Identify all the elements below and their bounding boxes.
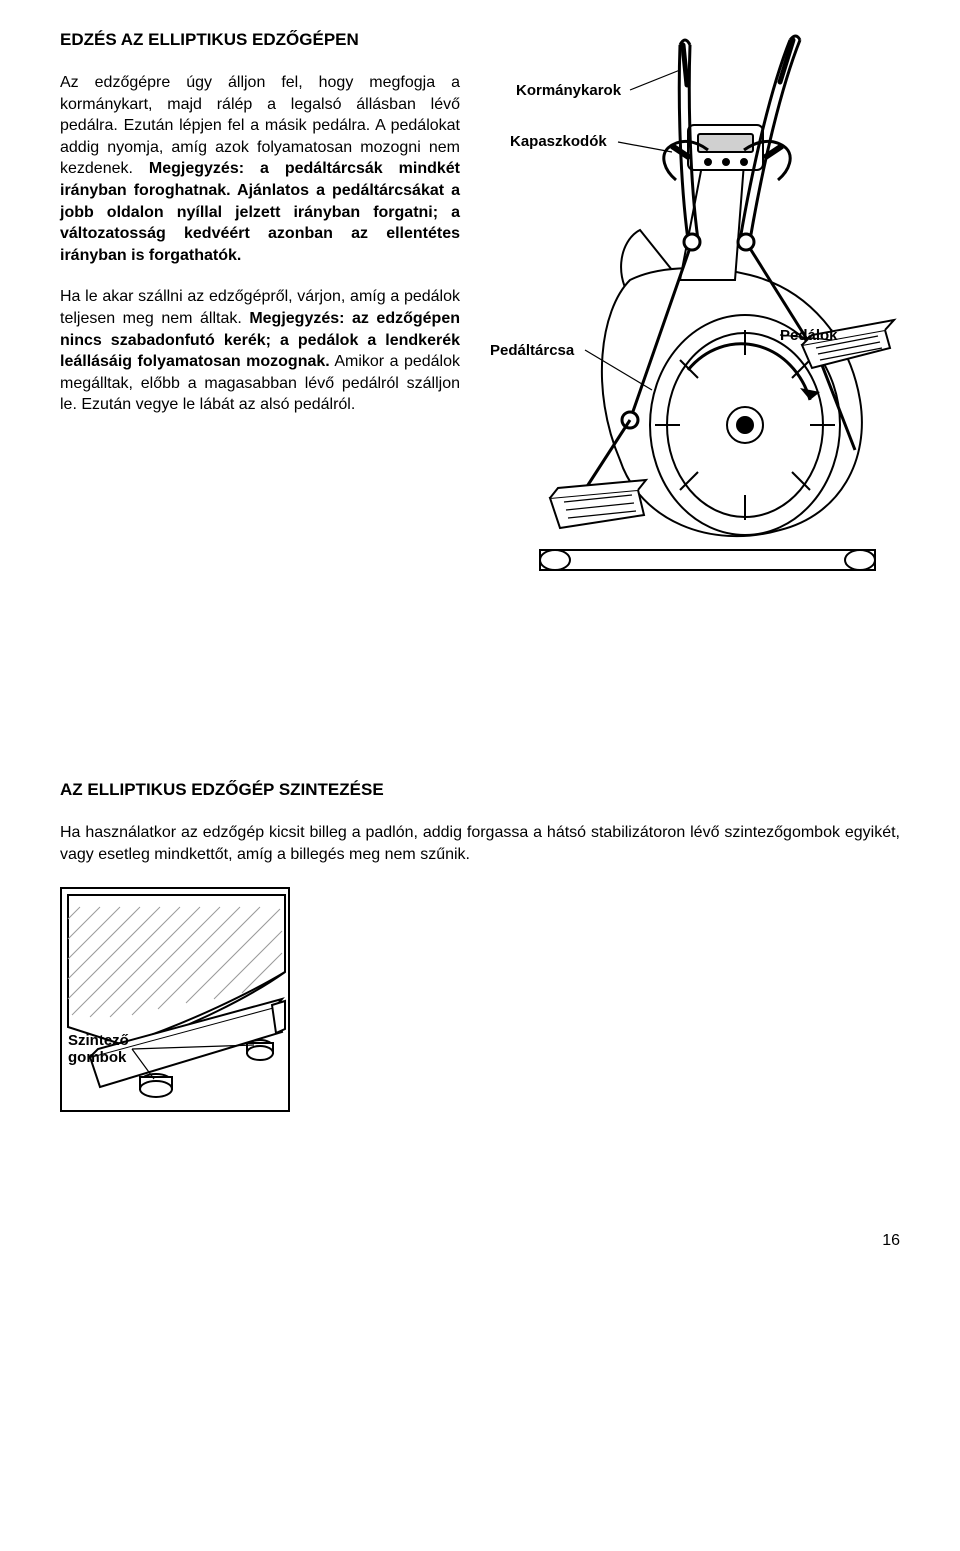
leveling-diagram: Szintező gombok bbox=[60, 887, 290, 1112]
label-kapaszkodok: Kapaszkodók bbox=[510, 133, 607, 150]
label-pedaltarcsa: Pedáltárcsa bbox=[490, 342, 574, 359]
section1-para1: Az edzőgépre úgy álljon fel, hogy megfog… bbox=[60, 72, 460, 266]
section2-title: AZ ELLIPTIKUS EDZŐGÉP SZINTEZÉSE bbox=[60, 780, 900, 800]
label-pedalok: Pedálok bbox=[780, 327, 838, 344]
section1-title: EDZÉS AZ ELLIPTIKUS EDZŐGÉPEN bbox=[60, 30, 460, 50]
section2-para1: Ha használatkor az edzőgép kicsit billeg… bbox=[60, 822, 900, 865]
elliptical-diagram: Kormánykarok Kapaszkodók Pedáltárcsa Ped… bbox=[480, 30, 900, 600]
page-number: 16 bbox=[60, 1232, 900, 1250]
section1-para2: Ha le akar szállni az edzőgépről, várjon… bbox=[60, 286, 460, 416]
label-kormanykarok: Kormánykarok bbox=[516, 82, 621, 99]
label-szintezo: Szintező gombok bbox=[68, 1032, 129, 1067]
